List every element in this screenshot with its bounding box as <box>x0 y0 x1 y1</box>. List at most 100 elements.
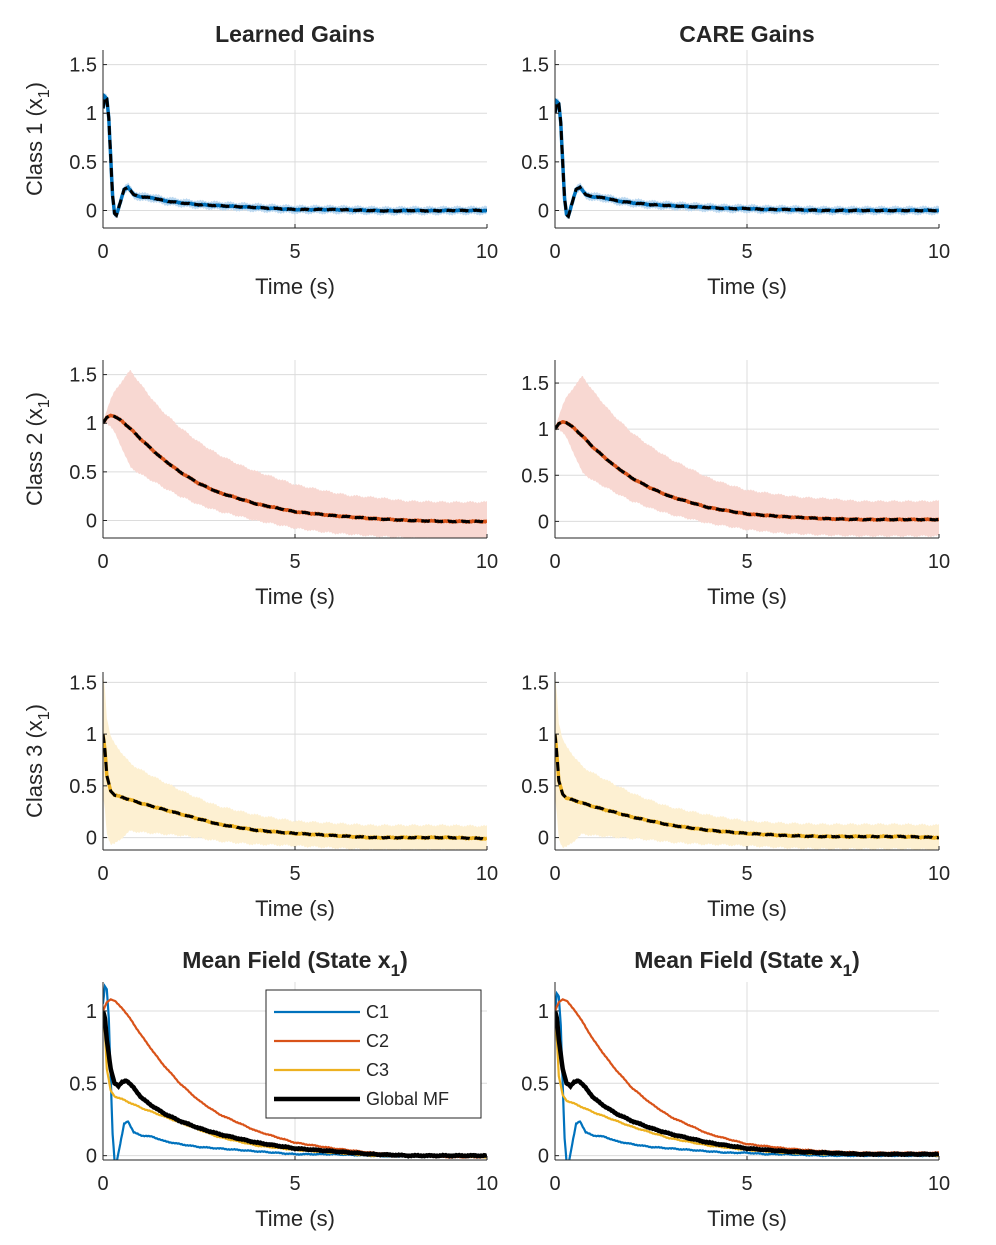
plot-area <box>555 990 939 1160</box>
x-tick-label: 5 <box>741 863 752 885</box>
y-tick-label: 1.5 <box>521 672 549 694</box>
mean-field-dashed-line <box>555 733 939 840</box>
x-tick-label: 10 <box>928 1173 950 1195</box>
y-tick-label: 1 <box>538 103 549 125</box>
x-tick-label: 10 <box>476 241 498 263</box>
x-tick-label: 0 <box>549 551 560 573</box>
y-tick-label: 0 <box>538 200 549 222</box>
x-tick-label: 0 <box>97 551 108 573</box>
legend-label: C3 <box>366 1060 389 1080</box>
y-tick-label: 0.5 <box>521 152 549 174</box>
confidence-band <box>555 375 939 538</box>
x-tick-label: 5 <box>741 551 752 573</box>
x-tick-label: 0 <box>97 863 108 885</box>
y-tick-label: 0.5 <box>69 1073 97 1095</box>
y-tick-label: 1 <box>538 724 549 746</box>
x-tick-label: 5 <box>289 551 300 573</box>
x-axis-label: Time (s) <box>255 274 335 299</box>
y-tick-label: 1.5 <box>69 365 97 387</box>
subplot-p21: 0 5 10 0 0.5 1 1.5 Time (s) Class 2 (x1) <box>22 360 498 609</box>
y-tick-label: 0 <box>538 1146 549 1168</box>
y-tick-label: 0.5 <box>69 462 97 484</box>
y-axis-label: Class 3 (x1) <box>22 704 53 818</box>
x-tick-label: 0 <box>97 1173 108 1195</box>
y-tick-label: 0.5 <box>521 776 549 798</box>
plot-area <box>103 983 487 1160</box>
x-axis-label: Time (s) <box>707 896 787 921</box>
y-tick-label: 0.5 <box>69 152 97 174</box>
y-tick-label: 0 <box>86 510 97 532</box>
y-tick-label: 0 <box>538 828 549 850</box>
y-axis-label: Class 1 (x1) <box>22 82 53 196</box>
x-tick-label: 5 <box>289 241 300 263</box>
legend-label: Global MF <box>366 1089 449 1109</box>
x-tick-label: 10 <box>476 551 498 573</box>
mean-field-dashed-line <box>555 420 939 522</box>
x-tick-label: 5 <box>289 1173 300 1195</box>
plot-area <box>103 672 487 850</box>
x-tick-label: 10 <box>476 863 498 885</box>
x-tick-label: 10 <box>928 863 950 885</box>
chart-title: Learned Gains <box>215 21 375 47</box>
y-tick-label: 1 <box>86 724 97 746</box>
plot-area <box>555 375 939 538</box>
plot-area <box>555 98 939 220</box>
y-axis-label: Class 2 (x1) <box>22 392 53 506</box>
plot-area <box>103 93 487 219</box>
series-line-global-mf <box>555 1010 939 1158</box>
plot-area <box>555 672 939 850</box>
x-axis-label: Time (s) <box>707 274 787 299</box>
legend: C1 C2 C3 Global MF <box>265 989 482 1119</box>
y-tick-label: 0.5 <box>69 776 97 798</box>
subplot-p42: 0 5 10 0 0.5 1 Time (s) Mean Field (State x1) <box>521 947 950 1231</box>
mean-field-dashed-line <box>103 413 487 524</box>
chart-title: CARE Gains <box>679 21 814 47</box>
y-tick-label: 1 <box>86 103 97 125</box>
x-axis-label: Time (s) <box>707 1206 787 1231</box>
y-tick-label: 0.5 <box>521 1073 549 1095</box>
x-tick-label: 0 <box>549 863 560 885</box>
subplot-p12: 0 5 10 0 0.5 1 1.5 Time (s) CARE Gains <box>521 21 950 299</box>
legend-label: C2 <box>366 1031 389 1051</box>
y-tick-label: 1.5 <box>521 373 549 395</box>
y-tick-label: 0 <box>86 1146 97 1168</box>
x-tick-label: 5 <box>289 863 300 885</box>
y-tick-label: 0 <box>538 511 549 533</box>
y-tick-label: 1 <box>86 1001 97 1023</box>
x-tick-label: 10 <box>928 551 950 573</box>
subplot-p11: 0 5 10 0 0.5 1 1.5 Time (s) Class 1 (x1) Learned … <box>22 21 498 299</box>
x-axis-label: Time (s) <box>255 584 335 609</box>
y-tick-label: 1 <box>538 419 549 441</box>
subplot-p41: 0 5 10 0 0.5 1 Time (s) Mean Field (State x1) C1… <box>69 947 498 1231</box>
x-tick-label: 0 <box>549 1173 560 1195</box>
subplot-p32: 0 5 10 0 0.5 1 1.5 Time (s) <box>521 672 950 921</box>
x-tick-label: 0 <box>97 241 108 263</box>
y-tick-label: 1.5 <box>521 55 549 77</box>
x-tick-label: 10 <box>476 1173 498 1195</box>
x-tick-label: 0 <box>549 241 560 263</box>
series-line-global-mf <box>103 1010 487 1159</box>
x-tick-label: 10 <box>928 241 950 263</box>
x-tick-label: 5 <box>741 241 752 263</box>
legend-label: C1 <box>366 1002 389 1022</box>
y-tick-label: 1 <box>86 413 97 435</box>
mean-field-dashed-line <box>103 93 487 219</box>
subplot-p31: 0 5 10 0 0.5 1 1.5 Time (s) Class 3 (x1) <box>22 672 498 921</box>
confidence-band <box>103 672 487 850</box>
confidence-band <box>555 98 939 220</box>
y-tick-label: 1 <box>538 1001 549 1023</box>
x-axis-label: Time (s) <box>255 1206 335 1231</box>
y-tick-label: 0.5 <box>521 465 549 487</box>
y-tick-label: 1.5 <box>69 55 97 77</box>
x-axis-label: Time (s) <box>255 896 335 921</box>
confidence-band <box>103 370 487 538</box>
y-tick-label: 0 <box>86 828 97 850</box>
chart-title: Mean Field (State x1) <box>182 947 407 980</box>
x-tick-label: 5 <box>741 1173 752 1195</box>
y-tick-label: 0 <box>86 200 97 222</box>
confidence-band <box>555 672 939 850</box>
x-axis-label: Time (s) <box>707 584 787 609</box>
subplot-p22: 0 5 10 0 0.5 1 1.5 Time (s) <box>521 360 950 609</box>
chart-title: Mean Field (State x1) <box>634 947 859 980</box>
